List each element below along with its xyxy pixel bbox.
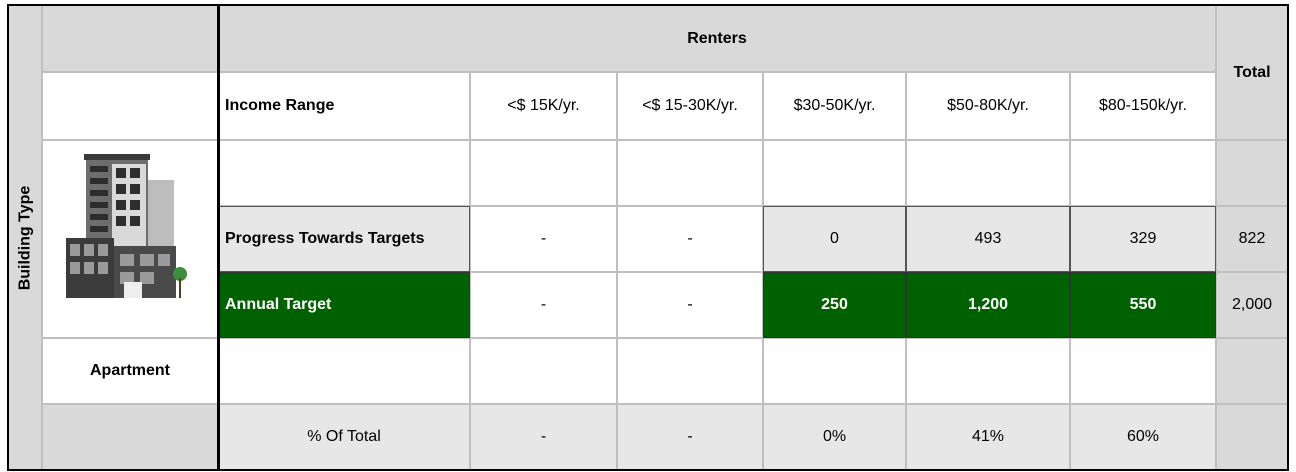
row-label-text: Progress Towards Targets [225, 230, 424, 248]
side-label: Building Type [8, 5, 42, 470]
value-cell: 0 [763, 206, 906, 272]
column-header: $80-150k/yr. [1070, 72, 1216, 140]
value-cell-text: 0 [830, 230, 839, 248]
total-cell-text: 2,000 [1232, 296, 1272, 314]
columns-label-text: Income Range [225, 97, 334, 115]
building-icon [58, 150, 188, 300]
column-header: <$ 15-30K/yr. [617, 72, 763, 140]
table-page: Building Type Apartment Renters Total Income… [0, 0, 1296, 472]
row-label-text: % Of Total [307, 428, 381, 446]
blank-cell [470, 140, 617, 206]
building-name: Apartment [42, 338, 218, 404]
value-cell: 60% [1070, 404, 1216, 470]
value-cell: 550 [1070, 272, 1216, 338]
blank-cell [218, 140, 470, 206]
value-cell: - [470, 404, 617, 470]
row-label: Annual Target [218, 272, 470, 338]
blank-cell [42, 404, 218, 470]
blank-cell [617, 140, 763, 206]
blank-cell [763, 338, 906, 404]
value-cell: - [470, 272, 617, 338]
column-header: $50-80K/yr. [906, 72, 1070, 140]
value-cell: 0% [763, 404, 906, 470]
building-name-text: Apartment [90, 362, 170, 380]
blank-cell [906, 140, 1070, 206]
value-cell-text: 0% [823, 428, 846, 446]
total-cell: 822 [1216, 206, 1288, 272]
blank-cell [218, 338, 470, 404]
total-cell: 2,000 [1216, 272, 1288, 338]
value-cell: - [470, 206, 617, 272]
column-header-text: <$ 15-30K/yr. [642, 97, 738, 115]
blank-cell [906, 338, 1070, 404]
value-cell: 493 [906, 206, 1070, 272]
value-cell-text: - [687, 230, 692, 248]
blank-cell [1070, 140, 1216, 206]
row-label: % Of Total [218, 404, 470, 470]
group-header: Renters [218, 5, 1216, 72]
blank-cell [763, 140, 906, 206]
column-header-text: $50-80K/yr. [947, 97, 1029, 115]
value-cell-text: 250 [821, 296, 848, 314]
total-cell-text: 822 [1239, 230, 1266, 248]
blank-cell [42, 5, 218, 72]
column-header-text: $80-150k/yr. [1099, 97, 1187, 115]
value-cell-text: 41% [972, 428, 1004, 446]
total-header: Total [1216, 5, 1288, 140]
value-cell-text: 329 [1130, 230, 1157, 248]
row-label: Progress Towards Targets [218, 206, 470, 272]
value-cell-text: 60% [1127, 428, 1159, 446]
row-label-text: Annual Target [225, 296, 331, 314]
column-header: <$ 15K/yr. [470, 72, 617, 140]
blank-cell [1216, 404, 1288, 470]
column-header-text: <$ 15K/yr. [507, 97, 580, 115]
divider [217, 4, 220, 471]
value-cell: - [617, 206, 763, 272]
value-cell: 1,200 [906, 272, 1070, 338]
value-cell: 250 [763, 272, 906, 338]
value-cell-text: - [541, 428, 546, 446]
group-header-text: Renters [687, 30, 747, 48]
column-header: $30-50K/yr. [763, 72, 906, 140]
blank-cell [1070, 338, 1216, 404]
side-label-text: Building Type [16, 185, 34, 290]
value-cell-text: - [687, 428, 692, 446]
column-header-text: $30-50K/yr. [794, 97, 876, 115]
value-cell: - [617, 272, 763, 338]
value-cell-text: 550 [1130, 296, 1157, 314]
value-cell: - [617, 404, 763, 470]
value-cell: 41% [906, 404, 1070, 470]
value-cell-text: - [541, 296, 546, 314]
value-cell-text: 493 [975, 230, 1002, 248]
blank-cell [1216, 140, 1288, 206]
blank-cell [42, 72, 218, 140]
total-header-text: Total [1233, 64, 1270, 82]
value-cell-text: - [541, 230, 546, 248]
value-cell: 329 [1070, 206, 1216, 272]
blank-cell [1216, 338, 1288, 404]
blank-cell [470, 338, 617, 404]
blank-cell [617, 338, 763, 404]
value-cell-text: - [687, 296, 692, 314]
value-cell-text: 1,200 [968, 296, 1008, 314]
columns-label: Income Range [218, 72, 470, 140]
